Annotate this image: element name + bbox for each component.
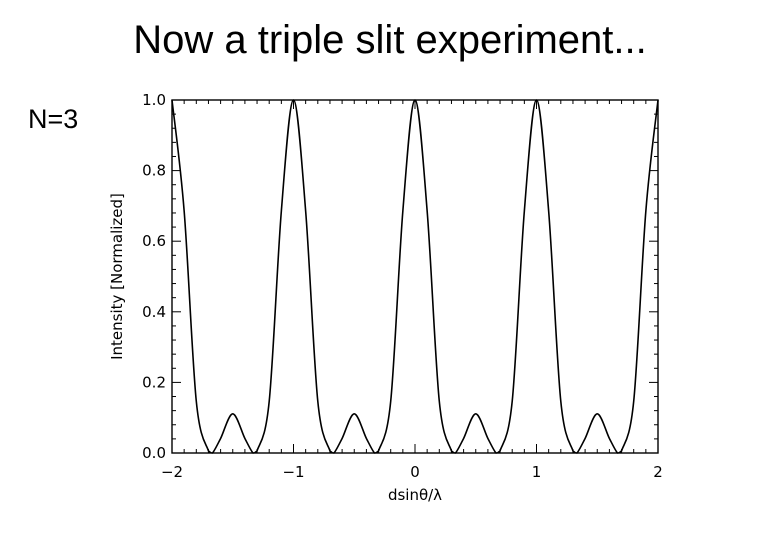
plot-frame bbox=[171, 99, 659, 454]
x-tick-label: −1 bbox=[282, 463, 304, 481]
x-axis-title: dsinθ/λ bbox=[388, 486, 442, 504]
x-tick-label: 2 bbox=[653, 463, 663, 481]
y-tick-label: 0.4 bbox=[142, 303, 166, 321]
x-tick-label: 0 bbox=[410, 463, 420, 481]
ticks-layer bbox=[171, 99, 659, 454]
y-axis-title: Intensity [Normalized] bbox=[108, 193, 126, 360]
x-tick-label: 1 bbox=[532, 463, 542, 481]
y-tick-label: 0.6 bbox=[142, 232, 166, 250]
y-tick-label: 0.2 bbox=[142, 373, 166, 391]
x-tick-label: −2 bbox=[161, 463, 183, 481]
slit-count-label: N=3 bbox=[28, 104, 79, 134]
y-tick-label: 1.0 bbox=[142, 91, 166, 109]
intensity-curve bbox=[171, 99, 659, 454]
labels-layer: −2 −1 0 1 2 0.0 0.2 0.4 0.6 0.8 1.0 bbox=[142, 91, 663, 481]
slide-title: Now a triple slit experiment... bbox=[133, 18, 647, 62]
y-tick-label: 0.8 bbox=[142, 162, 166, 180]
y-tick-label: 0.0 bbox=[142, 444, 166, 462]
